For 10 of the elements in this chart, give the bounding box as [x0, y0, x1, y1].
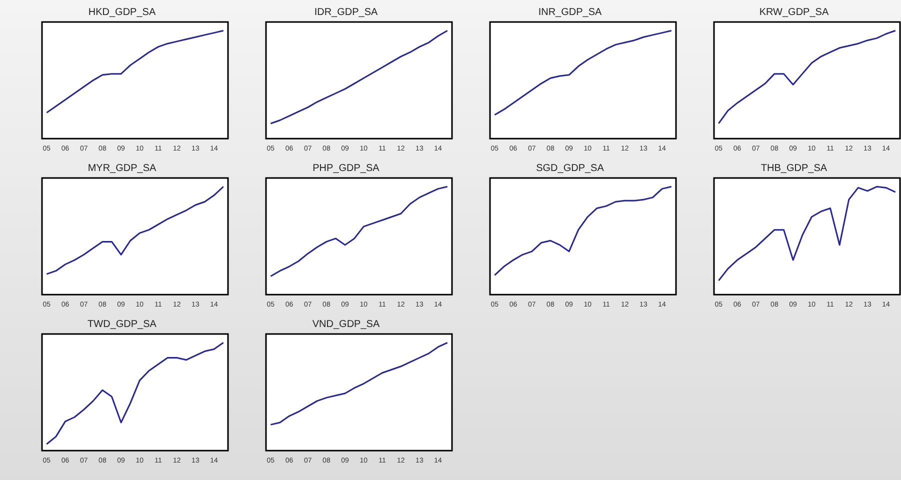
chart-title: TWD_GDP_SA	[86, 318, 158, 332]
chart-title: MYR_GDP_SA	[86, 162, 158, 176]
chart-title: IDR_GDP_SA	[313, 6, 379, 20]
chart-title: THB_GDP_SA	[760, 162, 828, 176]
chart-title: VND_GDP_SA	[311, 318, 381, 332]
chart-title: PHP_GDP_SA	[312, 162, 380, 176]
chart-title: HKD_GDP_SA	[87, 6, 157, 20]
chart-title: SGD_GDP_SA	[535, 162, 605, 176]
chart-title: KRW_GDP_SA	[758, 6, 830, 20]
chart-title: INR_GDP_SA	[537, 6, 603, 20]
